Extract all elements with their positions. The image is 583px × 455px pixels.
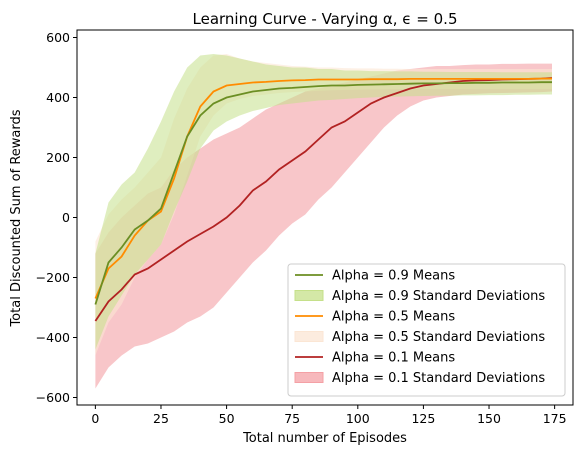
x-tick-label: 175 [543,411,567,426]
x-tick-label: 25 [153,411,169,426]
std-band-0 [95,54,553,350]
std-bands [95,54,553,389]
y-axis-ticks: −600 −400 −200 0 200 400 600 [36,30,77,405]
x-tick-label: 125 [411,411,435,426]
y-tick-label: −400 [36,330,70,345]
legend-band-swatch-2 [294,372,324,383]
legend-label: Alpha = 0.1 Means [332,351,455,366]
legend-box [287,263,566,397]
legend-label: Alpha = 0.5 Standard Deviations [332,330,545,345]
legend-label: Alpha = 0.9 Means [332,269,455,284]
legend-band-swatch-1 [294,331,324,342]
mean-line-2 [94,77,553,322]
x-axis-ticks: 0 25 50 75 100 125 150 175 [91,405,567,426]
y-tick-label: −600 [36,390,70,405]
x-tick-label: 100 [346,411,370,426]
chart-title: Learning Curve - Varying α, ϵ = 0.5 [193,10,458,28]
x-tick-label: 150 [477,411,501,426]
legend-label: Alpha = 0.9 Standard Deviations [332,289,545,304]
y-axis-label: Total Discounted Sum of Rewards [9,109,24,327]
legend-label: Alpha = 0.5 Means [332,310,455,325]
x-axis-label: Total number of Episodes [242,431,407,446]
mean-line-0 [94,81,552,305]
y-tick-label: 600 [46,30,70,45]
y-tick-label: 200 [46,150,70,165]
x-tick-label: 50 [219,411,235,426]
x-tick-label: 0 [91,411,99,426]
legend: Alpha = 0.9 Means Alpha = 0.9 Standard De… [287,263,566,397]
x-tick-label: 75 [284,411,300,426]
y-tick-label: −200 [36,270,70,285]
legend-band-swatch-0 [294,290,324,301]
mean-lines [94,77,553,322]
y-tick-label: 400 [46,90,70,105]
y-tick-label: 0 [62,210,70,225]
legend-label: Alpha = 0.1 Standard Deviations [332,371,545,386]
std-band-2 [95,63,553,389]
mean-line-1 [94,77,552,299]
